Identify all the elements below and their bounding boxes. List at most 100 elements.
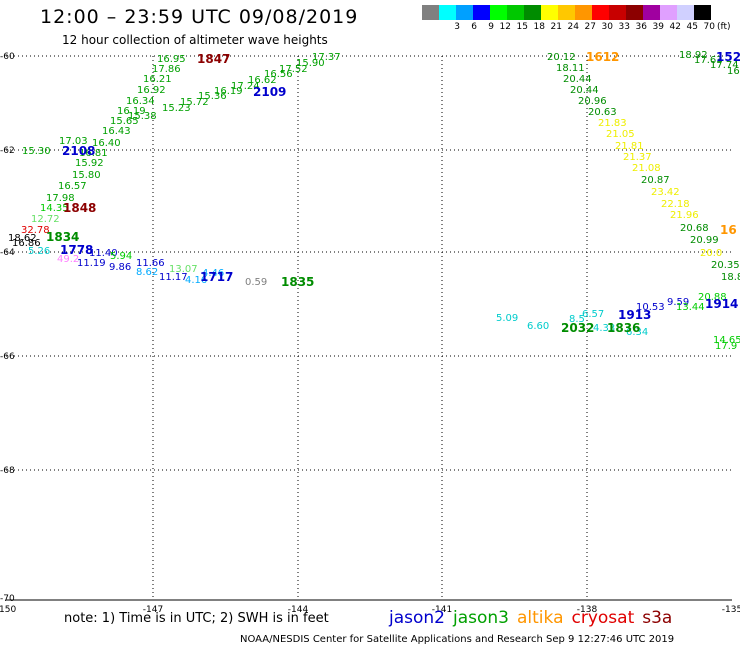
wave-height-value: 15.90 (296, 58, 325, 69)
axis-tick-label: -62 (0, 146, 15, 156)
wave-height-value: 16.43 (102, 126, 131, 137)
legend-cryosat: cryosat (571, 608, 635, 628)
axis-tick-label: -135 (722, 605, 740, 615)
pass-time: 1834 (46, 230, 79, 244)
pass-time: 1913 (618, 308, 651, 322)
wave-height-value: 20.68 (680, 223, 709, 234)
scale-swatch (592, 5, 609, 20)
map-grid (6, 55, 732, 601)
wave-height-value: 18.11 (556, 63, 585, 74)
wave-height-value: 11.66 (136, 258, 165, 269)
scale-swatch (439, 5, 456, 20)
pass-time: 1717 (200, 270, 233, 284)
scale-label: 33 (618, 22, 630, 32)
map-note: note: 1) Time is in UTC; 2) SWH is in fe… (64, 611, 329, 626)
wave-height-value: 21.96 (670, 210, 699, 221)
pass-time: 2032 (561, 321, 594, 335)
wave-height-value: 16.40 (92, 138, 121, 149)
wave-height-value: 16.57 (58, 181, 87, 192)
wave-height-value: 21.83 (598, 118, 627, 129)
scale-swatch (456, 5, 473, 20)
wave-height-value: 20.35 (711, 260, 740, 271)
scale-label: 24 (567, 22, 579, 32)
wave-height-value: 20.99 (690, 235, 719, 246)
axis-tick-label: -68 (0, 466, 15, 476)
pass-time: 1848 (63, 201, 96, 215)
wave-height-value: 32.78 (21, 225, 50, 236)
wave-height-value: 11.19 (77, 258, 106, 269)
wave-height-value: 17.37 (312, 52, 341, 63)
wave-height-value: 14.35 (40, 203, 69, 214)
scale-swatch (660, 5, 677, 20)
wave-height-value: 8.5 (569, 314, 585, 325)
wave-height-value: 20.12 (547, 52, 576, 63)
wave-height-value: 16.21 (143, 74, 172, 85)
legend-jason3: jason3 (453, 608, 509, 628)
wave-height-value: 4.33 (593, 323, 615, 334)
pass-time: 152 (716, 50, 740, 64)
wave-height-value: 13.44 (676, 302, 705, 313)
wave-height-value: 17.24 (231, 81, 260, 92)
wave-height-value: 20.44 (563, 74, 592, 85)
wave-height-value: 15.36 (198, 91, 227, 102)
wave-height-value: 49.2 (57, 254, 79, 265)
scale-label: 15 (516, 22, 528, 32)
wave-height-value: 16.34 (126, 96, 155, 107)
scale-label: 9 (488, 22, 494, 32)
pass-time: 1836 (607, 321, 640, 335)
axis-labels: -60 -62 -64 -66 -68 -70-150 -147 -144 -141 -138 -1… (0, 52, 740, 615)
scale-label: 3 (454, 22, 460, 32)
wave-height-value: 5.94 (110, 251, 132, 262)
scale-label: 6 (471, 22, 477, 32)
scale-label: 45 (686, 22, 698, 32)
pass-time: 2109 (253, 85, 286, 99)
scale-swatch (626, 5, 643, 20)
wave-height-value: 18.92 (679, 50, 708, 61)
wave-height-value: 20.63 (588, 107, 617, 118)
wave-height-value: 15.23 (162, 103, 191, 114)
legend-s3a: s3a (642, 608, 673, 628)
scale-swatch (422, 5, 439, 20)
pass-time: 1612 (586, 50, 619, 64)
wave-height-value: 9.86 (109, 262, 131, 273)
axis-tick-label: -60 (0, 52, 15, 62)
axis-tick-label: -147 (143, 605, 163, 615)
wave-height-value: 16.86 (12, 238, 41, 249)
scale-label: 39 (652, 22, 664, 32)
scale-swatch (473, 5, 490, 20)
scale-label: 18 (533, 22, 545, 32)
scale-swatch (541, 5, 558, 20)
scale-label: 21 (550, 22, 562, 32)
axis-tick-label: -150 (0, 605, 16, 615)
wave-height-value: 16.95 (157, 54, 186, 65)
scale-swatch (524, 5, 541, 20)
wave-height-value: 17.63 (694, 55, 723, 66)
wave-height-value: 6.57 (582, 309, 604, 320)
wave-height-value: 20.44 (570, 85, 599, 96)
wave-height-value: 0.59 (245, 277, 267, 288)
axis-tick-label: -70 (0, 594, 15, 604)
wave-height-labels: 16.9517.8616.2116.9216.3416.1915.3815.65… (8, 50, 740, 352)
wave-height-value: 15.30 (22, 146, 51, 157)
wave-height-value: 16.81 (79, 148, 108, 159)
wave-height-value: 14.65 (713, 335, 740, 346)
axis-tick-label: -66 (0, 352, 15, 362)
wave-height-value: 20.87 (641, 175, 670, 186)
wave-height-value: 16.92 (137, 85, 166, 96)
wave-height-value: 22.18 (661, 199, 690, 210)
wave-height-value: 15.65 (110, 116, 139, 127)
wave-height-value: 21.08 (632, 163, 661, 174)
wave-height-value: 17.86 (152, 64, 181, 75)
wave-height-value: 20.0 (700, 248, 722, 259)
scale-label: 36 (635, 22, 647, 32)
scale-swatch (558, 5, 575, 20)
axis-tick-label: -141 (432, 605, 452, 615)
scale-label: 30 (601, 22, 613, 32)
wave-height-value: 15.80 (72, 170, 101, 181)
wave-height-value: 13.07 (169, 264, 198, 275)
wave-height-value: 21.37 (623, 152, 652, 163)
wave-height-value: 17.52 (279, 64, 308, 75)
wave-height-value: 21.05 (606, 129, 635, 140)
